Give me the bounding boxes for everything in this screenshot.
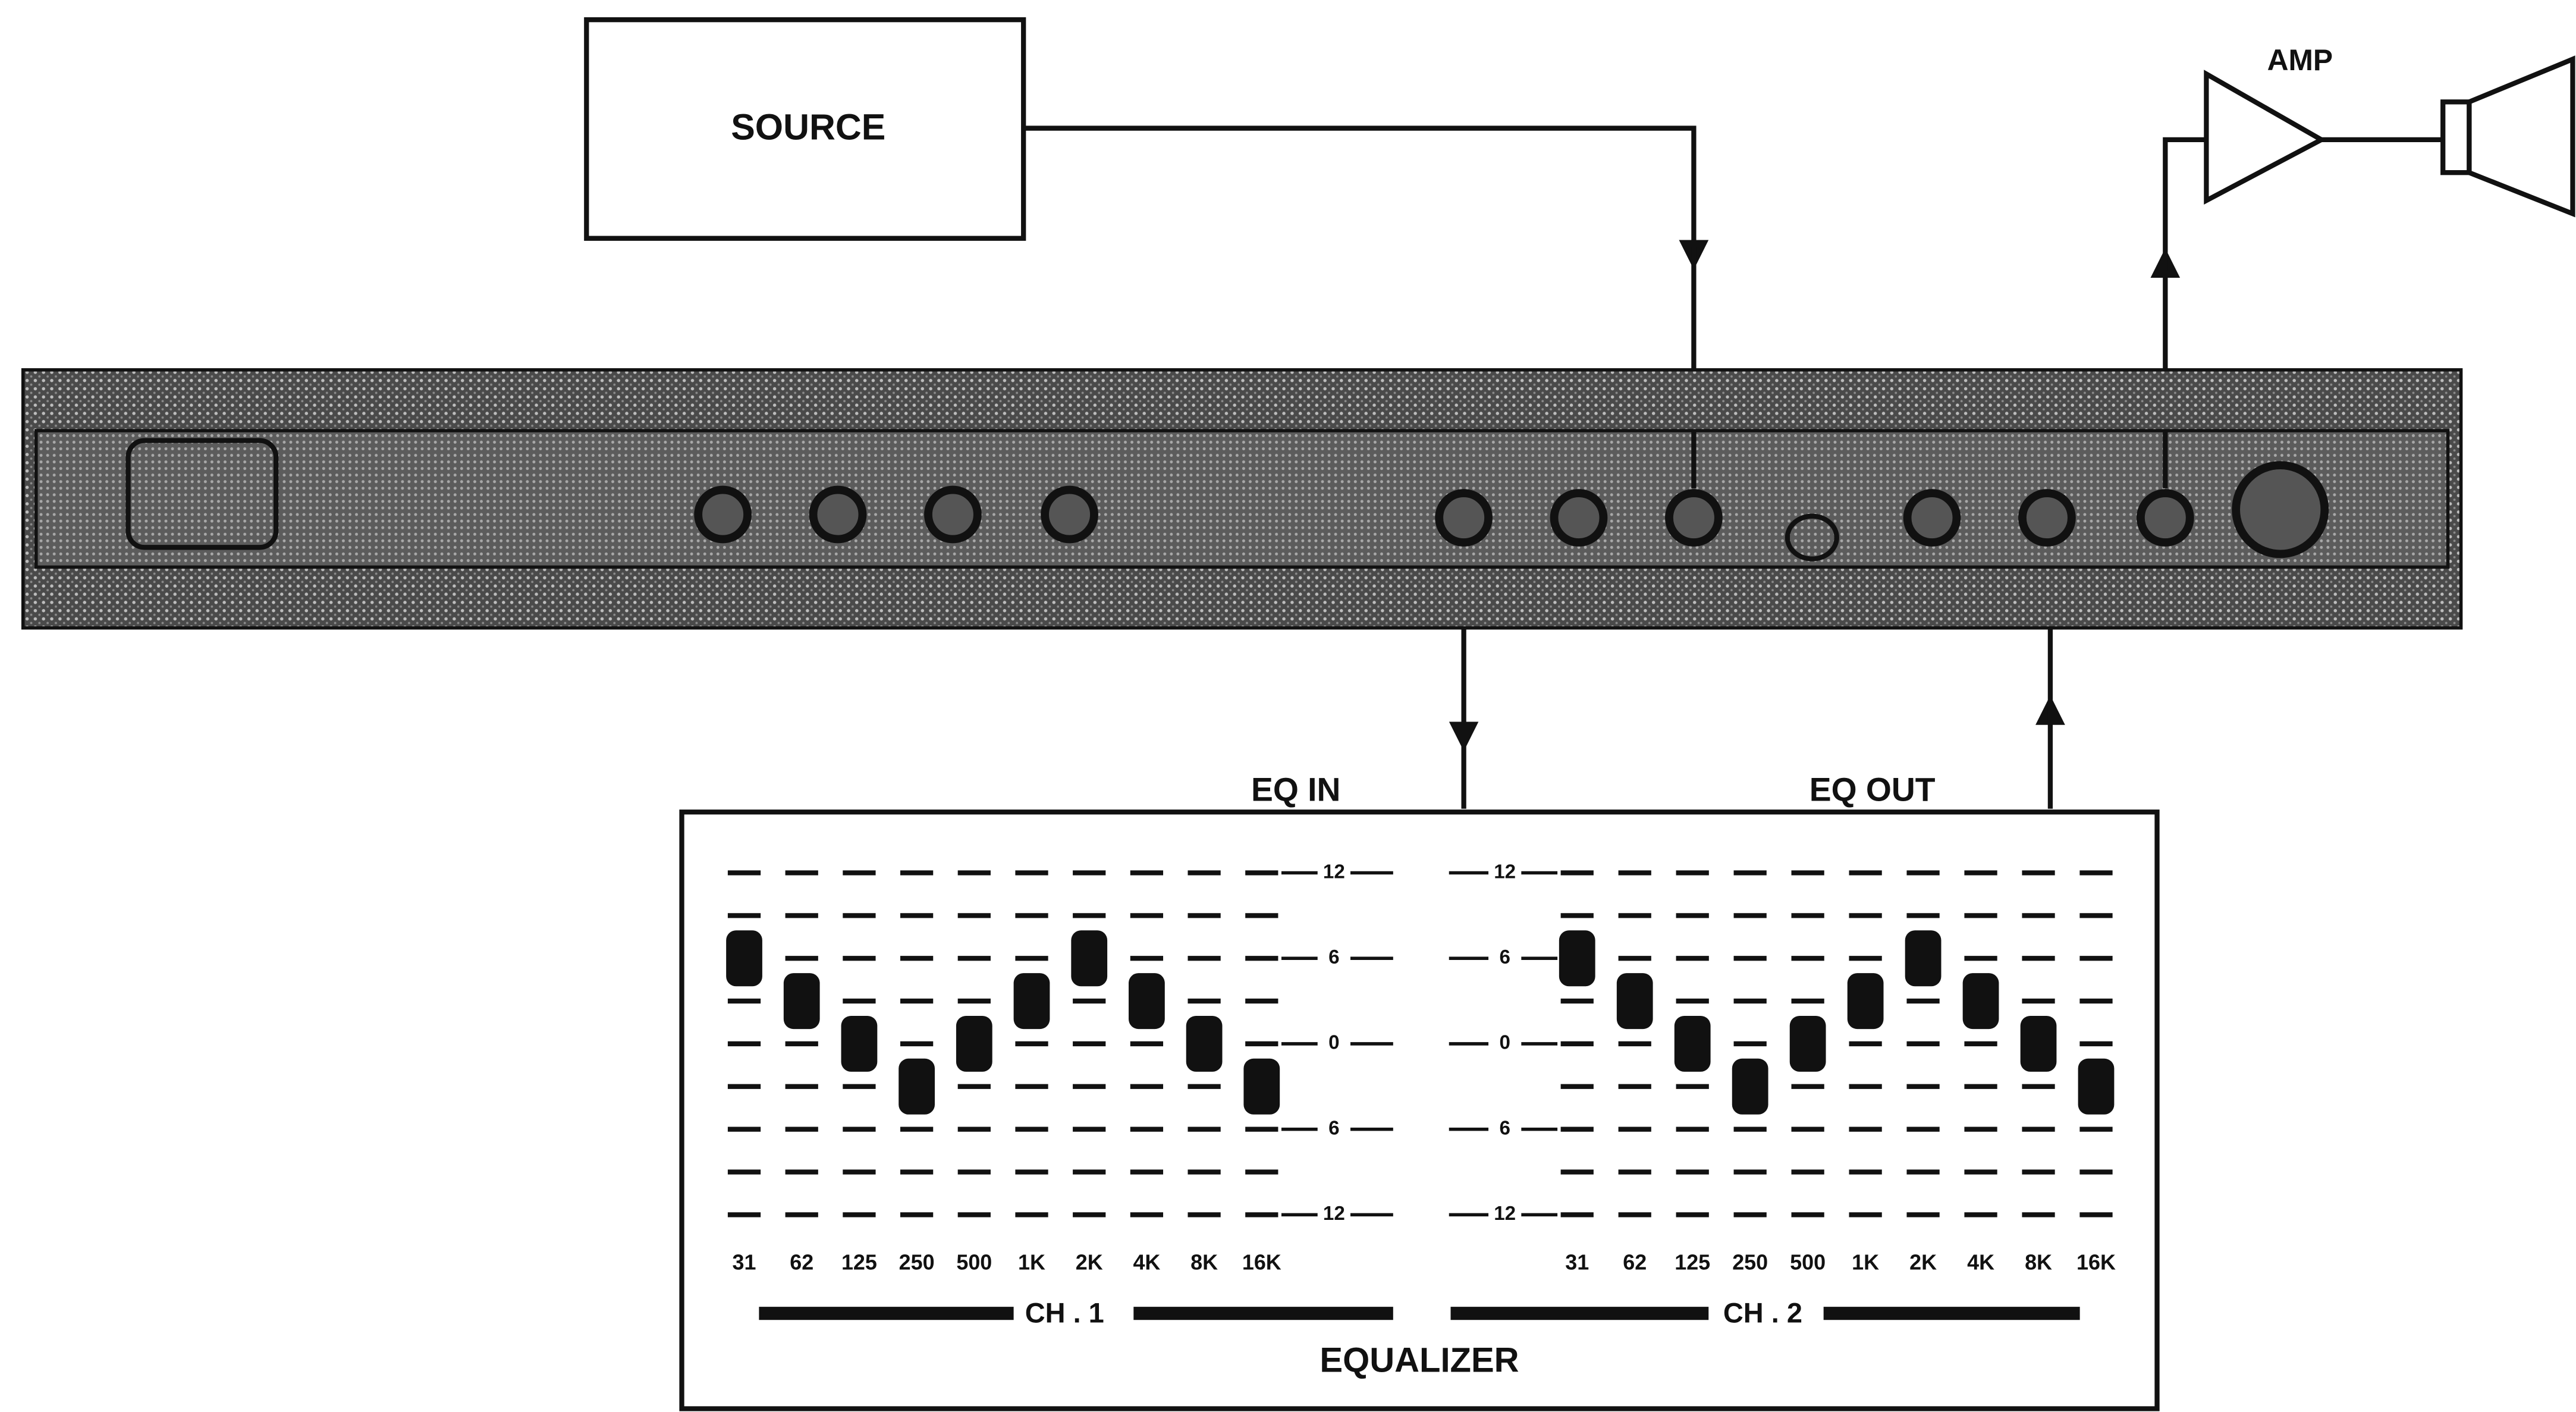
scale-label-bg xyxy=(1488,1118,1522,1141)
eq-out-label: EQ OUT xyxy=(1810,771,1936,808)
amp-label: AMP xyxy=(2267,43,2333,77)
fader-knob xyxy=(726,930,762,987)
band-label: 31 xyxy=(733,1250,756,1275)
band-label: 16K xyxy=(2076,1250,2116,1275)
rack-unit xyxy=(21,368,2463,630)
band-label: 125 xyxy=(841,1250,877,1275)
scale-label: 6 xyxy=(1499,1117,1510,1139)
band-label: 250 xyxy=(899,1250,935,1275)
source-box xyxy=(584,17,1026,241)
scale-label-bg xyxy=(1317,946,1350,970)
scale-label-bg xyxy=(1317,861,1350,884)
band-label: 2K xyxy=(1909,1250,1937,1275)
fader-knob xyxy=(1674,1015,1711,1072)
fader-knob xyxy=(1243,1058,1280,1115)
scale-label: 6 xyxy=(1328,946,1339,968)
scale-label-bg xyxy=(1317,1032,1350,1056)
band-label: 16K xyxy=(1242,1250,1281,1275)
fader-knob xyxy=(1847,973,1884,1030)
scale-label: 0 xyxy=(1328,1032,1339,1054)
channel-bar xyxy=(1133,1307,1393,1320)
band-label: 8K xyxy=(2025,1250,2052,1275)
scale-label: 12 xyxy=(1494,1203,1516,1225)
channel-label: CH . 1 xyxy=(1025,1297,1104,1328)
channel-bar xyxy=(1823,1307,2080,1320)
band-label: 31 xyxy=(1565,1250,1589,1275)
fader-knob xyxy=(899,1058,935,1115)
scale-label: 0 xyxy=(1499,1032,1510,1054)
band-label: 4K xyxy=(1133,1250,1160,1275)
scale-label-bg xyxy=(1488,946,1522,970)
fader-knob xyxy=(1013,973,1050,1030)
eq-in-label: EQ IN xyxy=(1251,771,1340,808)
band-label: 1K xyxy=(1018,1250,1045,1275)
fader-knob xyxy=(841,1015,878,1072)
band-label: 8K xyxy=(1190,1250,1218,1275)
scale-label: 12 xyxy=(1494,861,1516,883)
band-label: 62 xyxy=(790,1250,813,1275)
fader-knob xyxy=(1186,1015,1223,1072)
band-label: 125 xyxy=(1675,1250,1710,1275)
band-label: 62 xyxy=(1623,1250,1647,1275)
fader-knob xyxy=(1962,973,1999,1030)
band-label: 500 xyxy=(1790,1250,1826,1275)
speaker-cone xyxy=(2467,55,2575,218)
fader-knob xyxy=(783,973,820,1030)
band-label: 500 xyxy=(956,1250,992,1275)
channel-bar xyxy=(1450,1307,1709,1320)
channel-label: CH . 2 xyxy=(1723,1297,1802,1328)
band-label: 4K xyxy=(1967,1250,1994,1275)
fader-knob xyxy=(1129,973,1165,1030)
source-label: SOURCE xyxy=(731,106,885,147)
scale-label-bg xyxy=(1317,1118,1350,1141)
band-label: 2K xyxy=(1076,1250,1103,1275)
fader-knob xyxy=(1616,973,1653,1030)
scale-label-bg xyxy=(1317,1203,1350,1226)
scale-label: 6 xyxy=(1499,946,1510,968)
band-label: 1K xyxy=(1852,1250,1879,1275)
scale-label: 6 xyxy=(1328,1117,1339,1139)
scale-label-bg xyxy=(1488,861,1522,884)
fader-knob xyxy=(1905,930,1942,987)
speaker-magnet xyxy=(2440,99,2472,175)
scale-label-bg xyxy=(1488,1203,1522,1226)
equalizer-panel: 12 6 0 6 12 31 62 125 250 500 1K 2K 4K 8K 16K CH . 1 12 6… xyxy=(726,861,2116,1328)
fader-knob xyxy=(2020,1015,2057,1072)
fader-knob xyxy=(1071,930,1108,987)
scale-label: 12 xyxy=(1323,1203,1345,1225)
fader-knob xyxy=(2078,1058,2115,1115)
band-label: 250 xyxy=(1732,1250,1768,1275)
equalizer-title: EQUALIZER xyxy=(1320,1341,1519,1379)
scale-label-bg xyxy=(1488,1032,1522,1056)
fader-knob xyxy=(956,1015,992,1072)
fader-knob xyxy=(1732,1058,1768,1115)
channel-bar xyxy=(759,1307,1014,1320)
fader-knob xyxy=(1789,1015,1826,1072)
amp-symbol xyxy=(2204,70,2327,205)
fader-knob xyxy=(1559,930,1595,987)
scale-label: 12 xyxy=(1323,861,1345,883)
